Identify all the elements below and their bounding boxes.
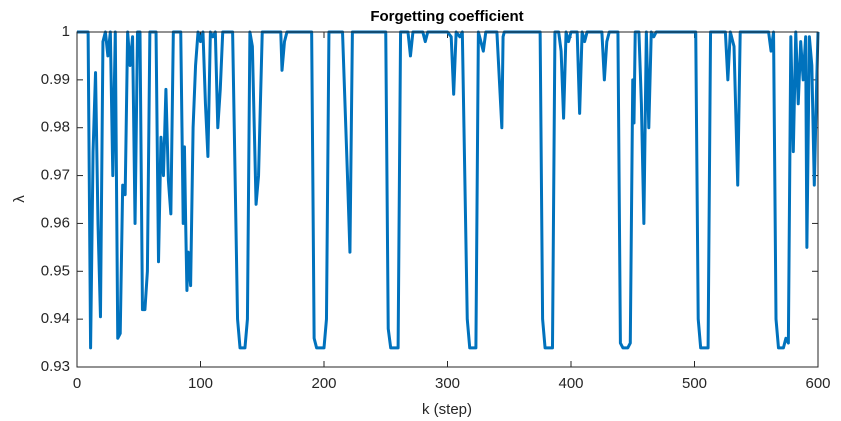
x-tick-label: 300 (435, 375, 460, 392)
x-tick-label: 200 (311, 375, 336, 392)
x-tick-label: 100 (188, 375, 213, 392)
x-tick-label: 500 (682, 375, 707, 392)
x-tick-label: 0 (73, 375, 81, 392)
y-tick-label: 1 (62, 23, 70, 40)
y-tick-label: 0.93 (41, 358, 70, 375)
chart-title: Forgetting coefficient (370, 8, 523, 25)
y-tick-label: 0.99 (41, 71, 70, 88)
y-tick-label: 0.96 (41, 214, 70, 231)
plot-frame (76, 31, 819, 368)
y-tick-label: 0.94 (41, 310, 70, 327)
x-tick-label: 600 (805, 375, 830, 392)
y-tick-label: 0.97 (41, 167, 70, 184)
y-tick-label: 0.95 (41, 262, 70, 279)
x-axis-label: k (step) (422, 401, 472, 418)
y-tick-label: 0.98 (41, 119, 70, 136)
y-axis-label: λ (11, 195, 28, 203)
x-tick-label: 400 (558, 375, 583, 392)
